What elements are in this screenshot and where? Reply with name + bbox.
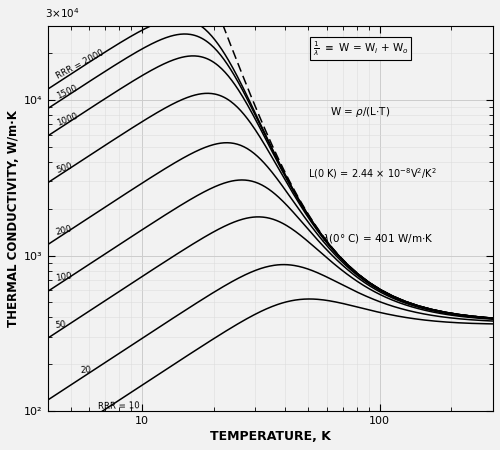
Text: 1500: 1500 <box>55 83 79 100</box>
Text: RRR = 10: RRR = 10 <box>98 401 140 411</box>
Text: $\frac{1}{\lambda}$ $\equiv$ W = W$_i$ + W$_o$: $\frac{1}{\lambda}$ $\equiv$ W = W$_i$ +… <box>312 40 408 58</box>
Text: 200: 200 <box>55 224 73 237</box>
Text: W = $\rho$/(L$\cdot$T): W = $\rho$/(L$\cdot$T) <box>330 105 390 119</box>
Text: 100: 100 <box>55 271 73 284</box>
X-axis label: TEMPERATURE, K: TEMPERATURE, K <box>210 430 331 443</box>
Text: 500: 500 <box>55 161 74 175</box>
Text: 20: 20 <box>80 366 92 375</box>
Text: 50: 50 <box>55 320 67 330</box>
Text: RRR = 2000: RRR = 2000 <box>55 48 106 81</box>
Text: L(0 K) = 2.44 × 10$^{-8}$V$^2$/K$^2$: L(0 K) = 2.44 × 10$^{-8}$V$^2$/K$^2$ <box>308 166 437 181</box>
Text: 1000: 1000 <box>55 111 79 128</box>
Text: $\lambda$(0° C) = 401 W/m$\cdot$K: $\lambda$(0° C) = 401 W/m$\cdot$K <box>322 232 433 245</box>
Y-axis label: THERMAL CONDUCTIVITY, W/m·K: THERMAL CONDUCTIVITY, W/m·K <box>7 110 20 327</box>
Text: 3×10$^4$: 3×10$^4$ <box>46 6 80 20</box>
